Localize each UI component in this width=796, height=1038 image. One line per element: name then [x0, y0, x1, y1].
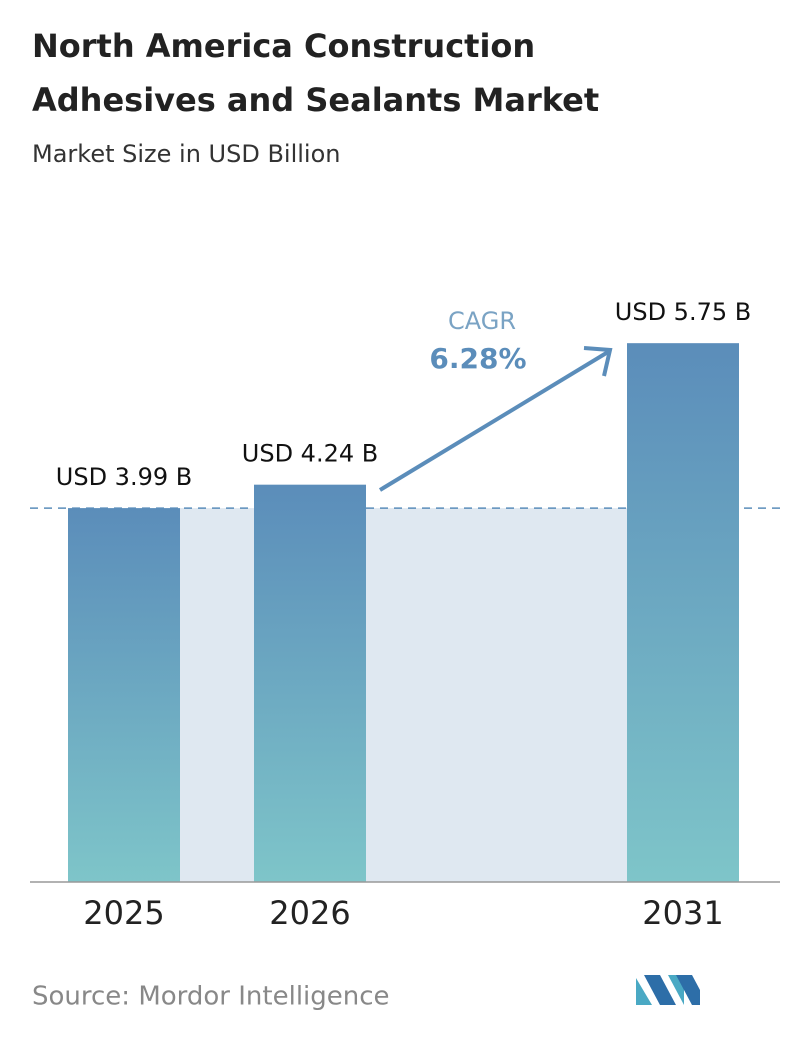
chart-subtitle: Market Size in USD Billion: [32, 140, 340, 168]
cagr-arrow: [378, 350, 610, 492]
bar: [68, 508, 180, 882]
logo: [636, 975, 700, 1005]
cagr-arrow-head: [583, 346, 613, 377]
source: Source: Mordor Intelligence: [32, 982, 390, 1012]
chart-title: North America Construction: [32, 27, 535, 65]
value-label: USD 5.75 B: [615, 298, 751, 326]
bar: [254, 484, 366, 882]
plot-area: USD 3.99 B 2025 USD 4.24 B 2026 USD 5.75 B 20…: [30, 298, 780, 932]
x-tick-label: 2031: [642, 894, 723, 932]
value-label: USD 3.99 B: [56, 463, 192, 491]
bar: [627, 343, 739, 883]
cagr-label: CAGR: [448, 307, 516, 335]
x-tick-label: 2026: [269, 894, 350, 932]
cagr-value: 6.28%: [429, 342, 526, 375]
chart-title: Adhesives and Sealants Market: [32, 81, 599, 119]
x-tick-label: 2025: [83, 894, 164, 932]
value-label: USD 4.24 B: [242, 440, 378, 468]
reference-band: [180, 508, 627, 882]
